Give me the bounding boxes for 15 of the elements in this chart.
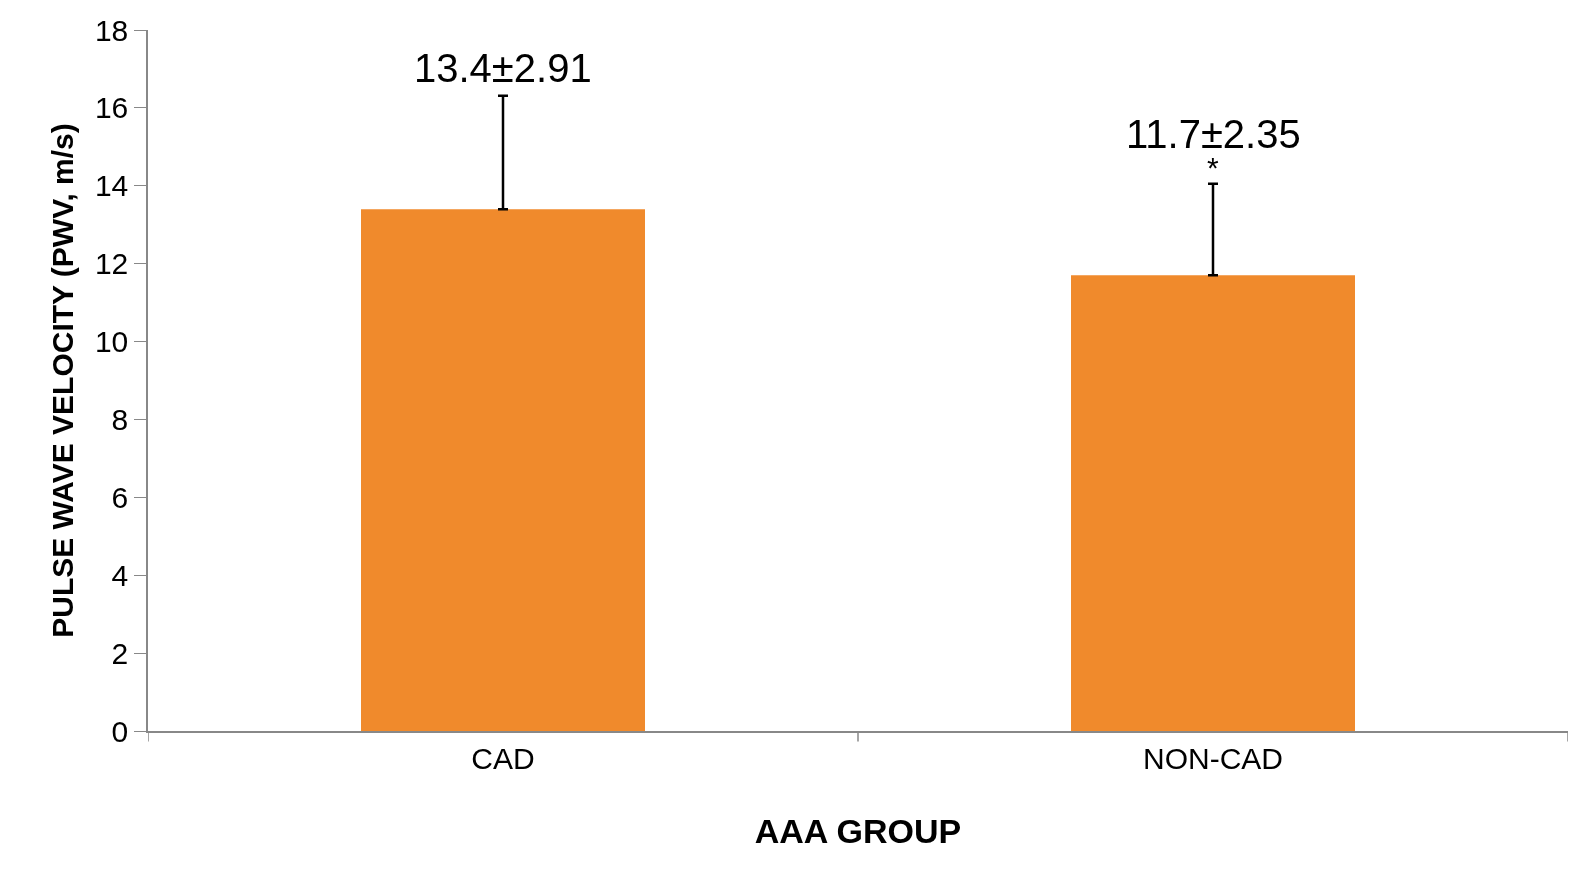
y-axis-title: PULSE WAVE VELOCITY (PWV, m/s) [46, 123, 80, 638]
y-tick-label: 18 [94, 13, 129, 47]
y-tick-label: 4 [111, 558, 129, 592]
data-label: 13.4±2.91 [414, 46, 592, 90]
x-tick-label: CAD [471, 741, 535, 775]
y-tick-label: 6 [111, 480, 129, 514]
y-tick-label: 16 [94, 91, 129, 125]
y-tick-label: 0 [111, 714, 129, 748]
y-tick-label: 10 [94, 325, 129, 359]
y-tick-label: 14 [94, 169, 129, 203]
x-axis-title: AAA GROUP [754, 811, 962, 850]
x-tick-label: NON-CAD [1143, 741, 1283, 775]
y-tick-label: 8 [111, 402, 129, 436]
y-tick-label: 2 [111, 636, 129, 670]
y-tick-label: 12 [94, 247, 129, 281]
